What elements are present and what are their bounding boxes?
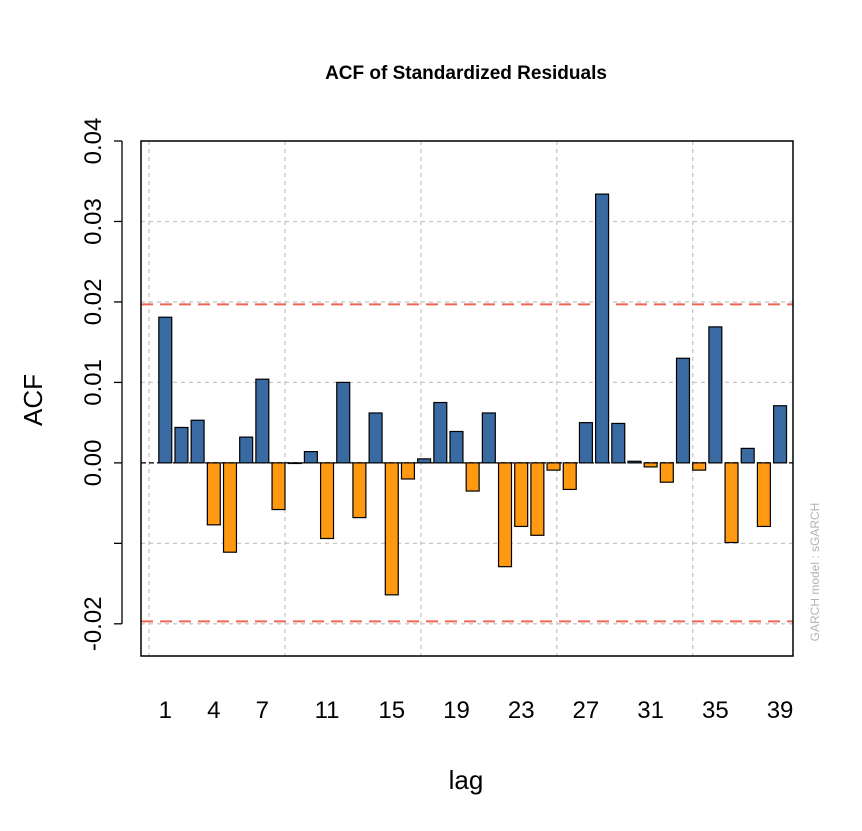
y-tick-label: -0.02 [80,596,107,651]
x-tick-label: 11 [315,697,340,724]
x-tick-label: 4 [207,697,220,724]
acf-bar-lag-22 [497,462,513,568]
acf-bar-lag-28 [595,193,610,464]
acf-bar-lag-38 [756,462,771,528]
x-tick-label: 1 [159,697,172,724]
acf-bar-lag-29 [611,422,626,464]
acf-bar-lag-12 [336,381,351,464]
chart-title: ACF of Standardized Residuals [325,63,607,84]
acf-bar-lag-31 [643,462,658,468]
model-note: GARCH model : sGARCH [808,503,822,642]
acf-bar-lag-18 [433,401,448,464]
x-tick-label: 35 [702,697,729,724]
x-tick-label: 15 [378,697,405,724]
acf-bar-lag-33 [675,357,691,464]
y-tick-label: 0.02 [80,279,107,326]
acf-bar-lag-9 [287,462,302,465]
x-tick-label: 27 [573,697,600,724]
x-tick-label: 39 [767,697,794,724]
acf-bar-lag-21 [481,412,496,464]
acf-bar-lag-2 [174,426,189,464]
acf-bar-lag-7 [255,378,270,464]
acf-bar-lag-17 [417,458,432,464]
acf-bar-lag-27 [578,422,593,464]
acf-bar-lag-5 [222,462,238,553]
acf-bar-lag-20 [465,462,480,492]
acf-bar-lag-34 [692,462,707,471]
acf-bar-lag-8 [271,462,286,511]
y-tick-label: 0.03 [80,198,107,245]
acf-bar-lag-32 [659,462,674,483]
acf-bar-lag-13 [352,462,367,519]
acf-bar-lag-30 [627,460,642,464]
x-axis-label: lag [449,765,484,795]
x-tick-label: 19 [443,697,470,724]
y-axis: -0.02 0.00 0.01 0.02 0.03 0.04 [80,118,123,651]
y-tick-label: 0.04 [80,118,107,165]
acf-bar-lag-3 [190,419,205,464]
acf-bar-lag-6 [239,436,254,464]
acf-bar-lag-23 [514,462,529,528]
acf-bar-lag-25 [546,462,561,471]
acf-bar-lag-26 [562,462,577,491]
acf-bar-lag-15 [384,462,399,596]
acf-bar-lag-35 [708,326,723,464]
y-axis-label: ACF [18,374,48,426]
plot-frame [140,140,794,657]
acf-bar-lag-4 [206,462,221,526]
acf-bar-lag-36 [724,462,739,544]
acf-bar-lag-16 [400,462,416,480]
acf-bar-lag-37 [740,447,755,464]
x-tick-labels: 1 4 7 11 15 19 23 27 31 35 39 [159,697,794,724]
bars [158,193,788,596]
acf-bar-lag-24 [530,462,545,536]
y-tick-label: 0.01 [80,359,107,406]
acf-bar-lag-14 [368,412,383,464]
acf-bar-lag-19 [449,430,464,464]
acf-bar-lag-1 [158,316,173,464]
grid-lines [141,140,793,656]
y-tick-label: 0.00 [80,440,107,487]
x-tick-label: 7 [256,697,269,724]
x-tick-label: 23 [508,697,535,724]
x-tick-label: 31 [637,697,664,724]
acf-bar-lag-10 [303,451,318,464]
confidence-bounds [141,303,793,623]
acf-bar-lag-11 [319,462,335,540]
acf-bar-lag-39 [772,405,788,464]
